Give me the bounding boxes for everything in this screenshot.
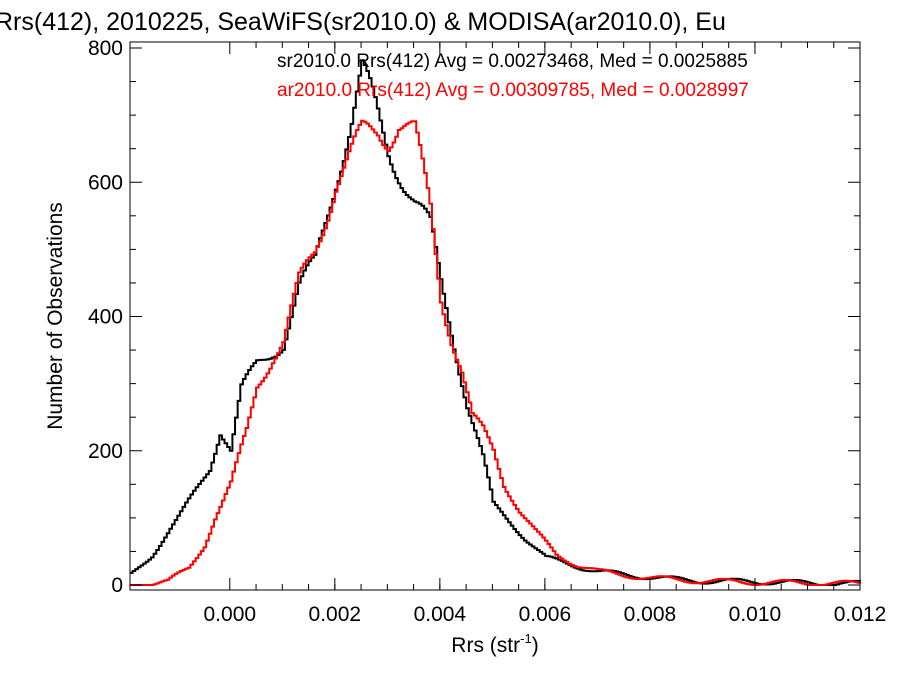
x-axis-label-main: Rrs (str [451,634,520,657]
series-layer [130,59,861,586]
x-tick-label: 0.012 [834,603,887,626]
y-tick-label: 400 [88,306,123,329]
series-line-2 [130,119,861,586]
legend-entry-2: ar2010.0 Rrs(412) Avg = 0.00309785, Med … [277,80,749,101]
x-axis-label-superscript: -1 [520,631,532,646]
x-tick-label: 0.004 [414,603,467,626]
legend-entry-1: sr2010.0 Rrs(412) Avg = 0.00273468, Med … [277,51,748,72]
ticks-layer: 0.000 0.002 0.004 0.006 0.008 0.010 0.012 0 200 4… [88,37,886,626]
x-axis-label-close: ) [532,634,539,657]
y-tick-label: 200 [88,440,123,463]
x-tick-label: 0.006 [519,603,572,626]
x-tick-label: 0.008 [624,603,677,626]
y-axis-label: Number of Observations [44,202,67,430]
x-tick-label: 0.000 [204,603,257,626]
chart-title: Rrs(412), 2010225, SeaWiFS(sr2010.0) & M… [0,8,726,36]
x-axis-label: Rrs (str-1) [451,631,538,657]
series-line-1 [130,59,861,586]
x-tick-label: 0.010 [729,603,782,626]
y-tick-label: 800 [88,37,123,60]
x-tick-label: 0.002 [309,603,362,626]
y-tick-label: 600 [88,171,123,194]
y-tick-label: 0 [111,574,123,597]
